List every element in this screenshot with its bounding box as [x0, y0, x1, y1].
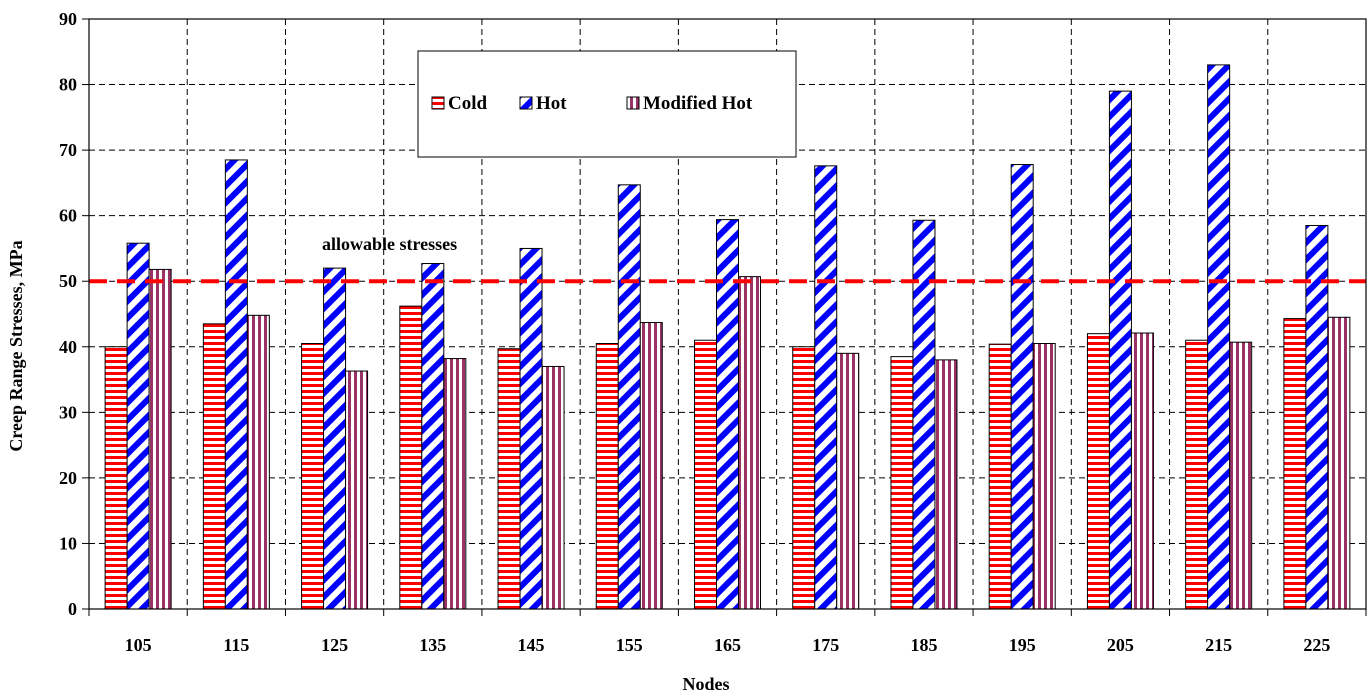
x-tick-label: 145 [518, 635, 545, 655]
reference-line-label: allowable stresses [322, 234, 457, 254]
bar-hot-195 [1010, 164, 1034, 610]
bar-cold-195 [988, 343, 1012, 610]
y-tick-label: 30 [59, 402, 77, 422]
bar-cold-175 [792, 346, 816, 610]
x-tick-label: 225 [1303, 635, 1330, 655]
legend: Cold Hot Modified Hot [417, 50, 797, 158]
x-tick-label: 215 [1205, 635, 1232, 655]
bar-cold-165 [694, 339, 717, 610]
bar-cold-155 [595, 343, 619, 610]
x-tick-label: 105 [125, 635, 152, 655]
y-tick-label: 10 [59, 533, 77, 553]
bar-hot-105 [126, 242, 150, 610]
bars [104, 64, 1351, 610]
bar-cold-185 [890, 356, 914, 610]
bar-modified-hot-125 [345, 370, 369, 610]
bar-cold-205 [1086, 333, 1110, 610]
bar-hot-135 [421, 263, 445, 610]
bar-modified-hot-195 [1032, 343, 1056, 610]
bar-cold-105 [104, 346, 128, 610]
bar-hot-145 [519, 247, 543, 610]
bar-hot-115 [224, 159, 248, 610]
legend-swatch-modified-hot [626, 96, 640, 110]
bar-hot-185 [912, 219, 936, 610]
bar-modified-hot-225 [1327, 316, 1351, 610]
bar-modified-hot-115 [246, 314, 270, 610]
bar-hot-165 [716, 219, 739, 610]
bar-modified-hot-155 [639, 322, 663, 610]
bar-modified-hot-175 [836, 352, 860, 610]
y-tick-label: 90 [59, 9, 77, 29]
y-axis-title: Creep Range Stresses, MPa [6, 240, 26, 451]
bar-modified-hot-185 [934, 359, 958, 610]
tick-labels: 0 10 20 30 40 50 60 70 80 90 105 115 125 135 145 155 165… [59, 9, 1330, 655]
bar-cold-125 [301, 343, 325, 610]
axes [82, 18, 1367, 616]
bar-cold-215 [1185, 339, 1209, 610]
bar-cold-115 [202, 323, 226, 610]
bar-cold-135 [399, 305, 423, 610]
y-tick-label: 20 [59, 468, 77, 488]
legend-swatch-cold [431, 96, 445, 110]
x-tick-label: 165 [714, 635, 741, 655]
y-tick-label: 70 [59, 140, 77, 160]
legend-label-hot: Hot [536, 93, 567, 114]
x-tick-label: 205 [1107, 635, 1134, 655]
x-tick-label: 195 [1009, 635, 1036, 655]
y-tick-label: 80 [59, 75, 77, 95]
bar-modified-hot-105 [148, 268, 172, 610]
legend-label-modified-hot: Modified Hot [643, 93, 753, 114]
bar-cold-225 [1283, 318, 1307, 610]
legend-swatch-hot [519, 96, 533, 110]
y-tick-label: 40 [59, 337, 77, 357]
y-tick-label: 0 [68, 599, 77, 619]
x-tick-label: 115 [223, 635, 249, 655]
x-tick-label: 155 [616, 635, 643, 655]
legend-box [417, 50, 797, 158]
bar-modified-hot-215 [1229, 341, 1253, 610]
legend-items: Cold Hot Modified Hot [431, 93, 753, 114]
x-tick-label: 125 [321, 635, 348, 655]
bar-modified-hot-165 [738, 276, 761, 610]
bar-modified-hot-205 [1130, 332, 1154, 610]
y-tick-label: 50 [59, 271, 77, 291]
bar-hot-175 [814, 165, 838, 610]
legend-label-cold: Cold [448, 93, 488, 114]
bar-hot-125 [323, 267, 347, 610]
bar-hot-205 [1108, 90, 1132, 610]
x-tick-label: 175 [812, 635, 839, 655]
bar-hot-215 [1207, 64, 1231, 610]
x-axis-title: Nodes [682, 674, 729, 694]
bar-hot-155 [617, 184, 641, 610]
bar-cold-145 [497, 348, 521, 610]
plot-border [88, 18, 1367, 610]
x-tick-label: 135 [419, 635, 446, 655]
y-tick-label: 60 [59, 206, 77, 226]
bar-modified-hot-145 [541, 365, 565, 610]
bar-modified-hot-135 [443, 358, 467, 610]
x-tick-label: 185 [910, 635, 937, 655]
